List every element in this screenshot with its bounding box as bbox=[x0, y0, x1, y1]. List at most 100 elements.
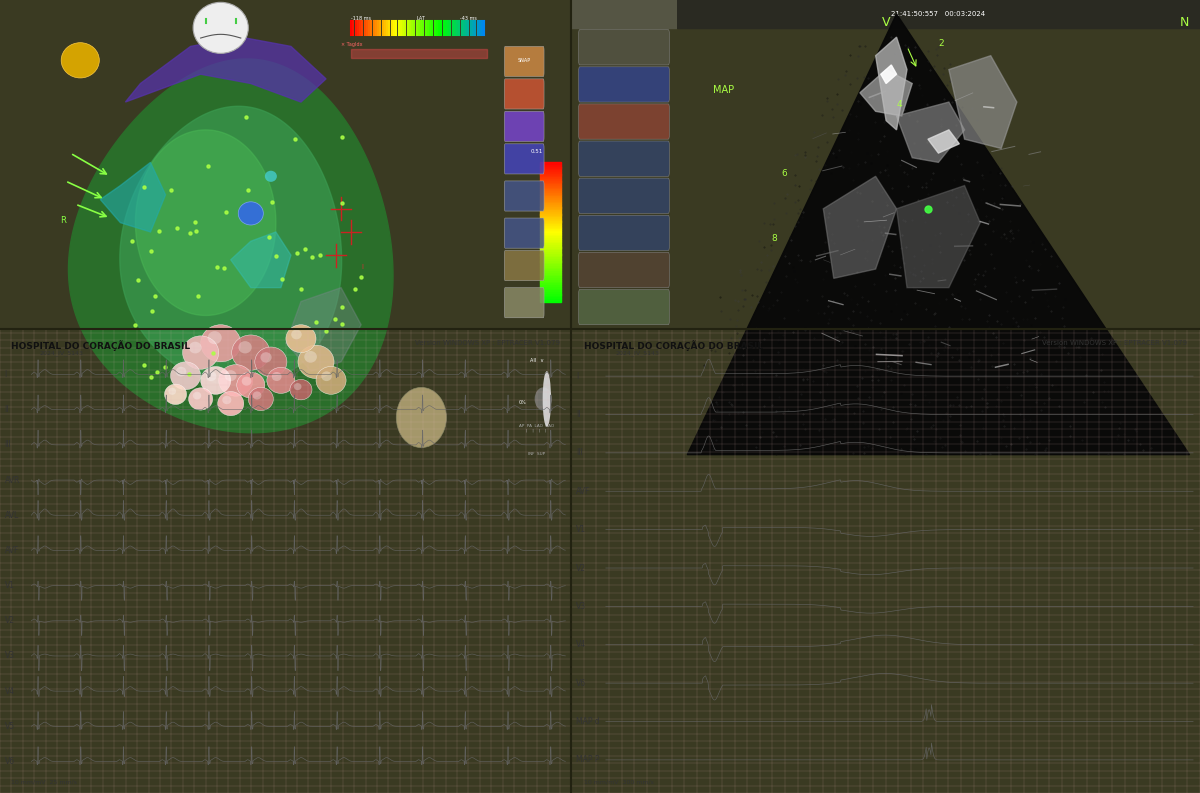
Polygon shape bbox=[540, 281, 560, 282]
Circle shape bbox=[206, 371, 216, 381]
Text: AVR: AVR bbox=[5, 476, 20, 485]
Text: 10 mm/mV  25 mm/s: 10 mm/mV 25 mm/s bbox=[12, 780, 78, 784]
Text: I: I bbox=[5, 370, 7, 379]
Text: -43 ms: -43 ms bbox=[460, 16, 476, 21]
Polygon shape bbox=[540, 288, 560, 289]
Text: HOSPITAL DO CORAÇÃO DO BRASIL: HOSPITAL DO CORAÇÃO DO BRASIL bbox=[583, 339, 763, 351]
Text: LAT: LAT bbox=[416, 16, 426, 21]
Polygon shape bbox=[540, 291, 560, 293]
Text: 6: 6 bbox=[781, 169, 787, 178]
Polygon shape bbox=[540, 265, 560, 266]
Circle shape bbox=[254, 347, 287, 377]
Circle shape bbox=[170, 362, 200, 389]
Text: MAP P: MAP P bbox=[576, 756, 600, 764]
Circle shape bbox=[217, 392, 244, 416]
Polygon shape bbox=[540, 256, 560, 258]
Polygon shape bbox=[540, 263, 560, 265]
Text: III: III bbox=[5, 440, 11, 450]
Polygon shape bbox=[540, 190, 560, 192]
Circle shape bbox=[232, 335, 270, 370]
Circle shape bbox=[224, 370, 236, 381]
Text: 0%: 0% bbox=[518, 400, 527, 404]
Polygon shape bbox=[540, 220, 560, 221]
Text: 2024_IV_5143: 2024_IV_5143 bbox=[40, 350, 84, 355]
Text: V2: V2 bbox=[576, 564, 587, 573]
Circle shape bbox=[248, 387, 274, 411]
Text: V1: V1 bbox=[5, 581, 14, 590]
Polygon shape bbox=[540, 195, 560, 197]
Polygon shape bbox=[823, 176, 896, 278]
Text: AVF: AVF bbox=[576, 487, 590, 496]
Polygon shape bbox=[540, 178, 560, 180]
Text: R: R bbox=[60, 216, 66, 224]
Polygon shape bbox=[540, 176, 560, 178]
Text: 21:41:50:557   00:03:2024: 21:41:50:557 00:03:2024 bbox=[892, 11, 985, 17]
Text: INF  SUP: INF SUP bbox=[528, 452, 545, 456]
Polygon shape bbox=[540, 266, 560, 269]
Polygon shape bbox=[540, 247, 560, 249]
FancyBboxPatch shape bbox=[578, 178, 670, 213]
Polygon shape bbox=[540, 185, 560, 186]
Text: V4: V4 bbox=[5, 687, 14, 695]
Polygon shape bbox=[677, 0, 1200, 28]
Polygon shape bbox=[540, 189, 560, 190]
FancyBboxPatch shape bbox=[504, 46, 544, 77]
Polygon shape bbox=[540, 240, 560, 243]
Polygon shape bbox=[881, 65, 896, 83]
Polygon shape bbox=[540, 249, 560, 251]
Circle shape bbox=[218, 365, 253, 396]
Circle shape bbox=[294, 383, 301, 390]
Polygon shape bbox=[688, 14, 1189, 454]
Text: Version WINDOWS XP : EPTRACER V1.079: Version WINDOWS XP : EPTRACER V1.079 bbox=[415, 339, 559, 346]
FancyBboxPatch shape bbox=[504, 144, 544, 174]
Polygon shape bbox=[68, 59, 394, 433]
Circle shape bbox=[236, 372, 265, 398]
Polygon shape bbox=[230, 232, 290, 288]
Text: × TagIdx: × TagIdx bbox=[341, 42, 362, 48]
Polygon shape bbox=[571, 0, 677, 28]
Polygon shape bbox=[540, 201, 560, 202]
Text: SNAP: SNAP bbox=[517, 58, 530, 63]
FancyBboxPatch shape bbox=[504, 79, 544, 109]
Circle shape bbox=[208, 331, 222, 344]
Polygon shape bbox=[876, 37, 907, 130]
Polygon shape bbox=[540, 167, 560, 170]
Text: V6: V6 bbox=[576, 679, 587, 688]
Polygon shape bbox=[540, 285, 560, 288]
Polygon shape bbox=[540, 214, 560, 216]
Circle shape bbox=[188, 342, 202, 354]
FancyBboxPatch shape bbox=[504, 288, 544, 318]
Polygon shape bbox=[136, 130, 276, 316]
Text: V6: V6 bbox=[5, 757, 14, 766]
Circle shape bbox=[193, 2, 248, 53]
Circle shape bbox=[266, 367, 295, 393]
Circle shape bbox=[176, 366, 186, 377]
Text: 2024_IV_5143: 2024_IV_5143 bbox=[616, 350, 659, 355]
Polygon shape bbox=[540, 279, 560, 281]
Circle shape bbox=[222, 396, 232, 404]
FancyBboxPatch shape bbox=[578, 289, 670, 324]
Polygon shape bbox=[540, 173, 560, 174]
Circle shape bbox=[290, 380, 312, 400]
Polygon shape bbox=[860, 70, 912, 116]
Polygon shape bbox=[540, 225, 560, 227]
Polygon shape bbox=[540, 262, 560, 263]
Circle shape bbox=[239, 341, 252, 354]
Polygon shape bbox=[540, 268, 560, 270]
Polygon shape bbox=[896, 186, 980, 288]
Polygon shape bbox=[540, 199, 560, 201]
Text: 2: 2 bbox=[938, 40, 944, 48]
Text: N: N bbox=[1180, 16, 1189, 29]
Polygon shape bbox=[928, 130, 959, 153]
Polygon shape bbox=[540, 163, 560, 164]
Text: MAP: MAP bbox=[714, 85, 734, 95]
Polygon shape bbox=[540, 197, 560, 199]
Circle shape bbox=[239, 201, 263, 225]
Polygon shape bbox=[540, 227, 560, 228]
Polygon shape bbox=[352, 48, 486, 58]
Polygon shape bbox=[540, 169, 560, 171]
Circle shape bbox=[188, 388, 212, 410]
Polygon shape bbox=[540, 251, 560, 253]
FancyBboxPatch shape bbox=[578, 29, 670, 65]
Polygon shape bbox=[540, 259, 560, 262]
